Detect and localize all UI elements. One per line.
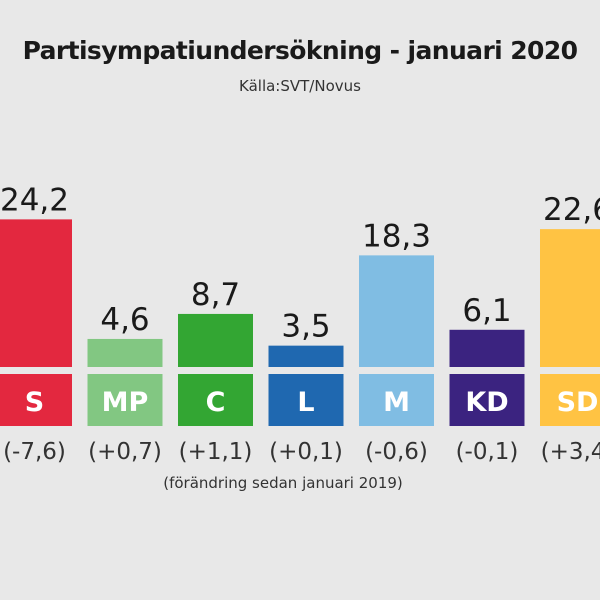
party-box-s — [0, 374, 72, 426]
change-label-kd: (-0,1) — [456, 439, 519, 465]
value-label-c: 8,7 — [191, 277, 240, 313]
change-label-m: (-0,6) — [365, 439, 428, 465]
party-box-c — [178, 374, 253, 426]
value-label-s: 24,2 — [0, 182, 69, 218]
party-label-kd: KD — [465, 387, 508, 418]
change-footnote: (förändring sedan januari 2019) — [163, 474, 403, 492]
party-box-mp — [87, 374, 163, 426]
party-box-m — [359, 374, 434, 426]
change-label-sd: (+3,4) — [541, 439, 600, 465]
party-label-l: L — [297, 387, 314, 418]
change-label-mp: (+0,7) — [88, 439, 162, 465]
bar-s — [0, 219, 72, 367]
value-label-mp: 4,6 — [100, 302, 149, 338]
bar-kd — [449, 329, 525, 367]
party-label-sd: SD — [557, 387, 599, 418]
party-label-c: C — [206, 387, 226, 418]
bar-l — [268, 345, 344, 367]
chart-subtitle: Källa:SVT/Novus — [239, 77, 361, 95]
party-label-s: S — [25, 387, 44, 418]
party-box-sd — [540, 374, 600, 426]
value-label-sd: 22,6 — [543, 192, 600, 228]
value-label-kd: 6,1 — [462, 293, 511, 329]
bar-sd — [540, 229, 600, 367]
change-label-l: (+0,1) — [269, 439, 343, 465]
party-box-kd — [449, 374, 525, 426]
chart-title: Partisympatiundersökning - januari 2020 — [22, 36, 578, 65]
party-label-m: M — [383, 387, 410, 418]
bar-c — [178, 313, 253, 367]
bar-mp — [87, 338, 163, 367]
party-box-l — [268, 374, 344, 426]
value-label-m: 18,3 — [362, 218, 431, 254]
bar-m — [359, 255, 434, 367]
party-label-mp: MP — [102, 387, 149, 418]
change-label-s: (-7,6) — [3, 439, 66, 465]
value-label-l: 3,5 — [281, 309, 330, 345]
change-label-c: (+1,1) — [179, 439, 253, 465]
